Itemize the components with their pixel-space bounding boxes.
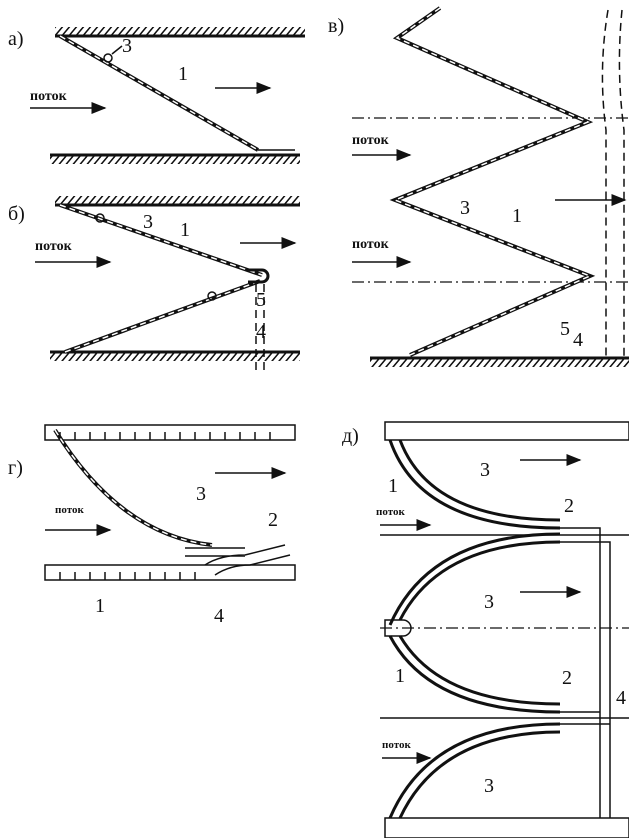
callout: 5 [560, 318, 570, 340]
callout: 3 [480, 459, 490, 481]
flow-label: поток [382, 739, 411, 751]
flow-label: поток [352, 133, 390, 148]
callout: 4 [256, 321, 266, 343]
callout: 3 [484, 591, 494, 613]
flow-label: поток [35, 239, 73, 254]
callout: 2 [564, 495, 574, 517]
callout: 4 [214, 605, 224, 627]
panel-v: в) поток поток 3 1 5 4 [328, 6, 629, 367]
callout: 1 [95, 595, 105, 617]
panel-g: г) поток 3 2 1 4 [8, 424, 296, 627]
panel-label: в) [328, 15, 344, 37]
callout: 3 [196, 483, 206, 505]
callout: 2 [562, 667, 572, 689]
callout: 1 [395, 665, 405, 687]
flow-label: поток [30, 89, 68, 104]
panel-label: г) [8, 457, 23, 479]
flow-label: поток [352, 237, 390, 252]
callout: 3 [143, 211, 153, 233]
callout: 1 [388, 475, 398, 497]
callout: 1 [178, 63, 188, 85]
panel-a: а) поток 3 1 [8, 27, 305, 164]
callout: 3 [122, 35, 132, 57]
callout: 5 [256, 289, 266, 311]
panel-b: б) поток 3 1 5 4 [8, 196, 300, 372]
callout: 2 [268, 509, 278, 531]
flow-label: поток [376, 506, 405, 518]
panel-d: д) поток поток 1 3 2 3 1 2 3 4 [342, 421, 629, 838]
panel-label: б) [8, 203, 25, 225]
callout: 1 [512, 205, 522, 227]
callout: 4 [573, 329, 583, 351]
callout: 4 [616, 687, 626, 709]
panel-label: а) [8, 28, 24, 50]
panel-label: д) [342, 425, 359, 447]
callout: 1 [180, 219, 190, 241]
callout: 3 [460, 197, 470, 219]
callout: 3 [484, 775, 494, 797]
flow-label: поток [55, 504, 84, 516]
